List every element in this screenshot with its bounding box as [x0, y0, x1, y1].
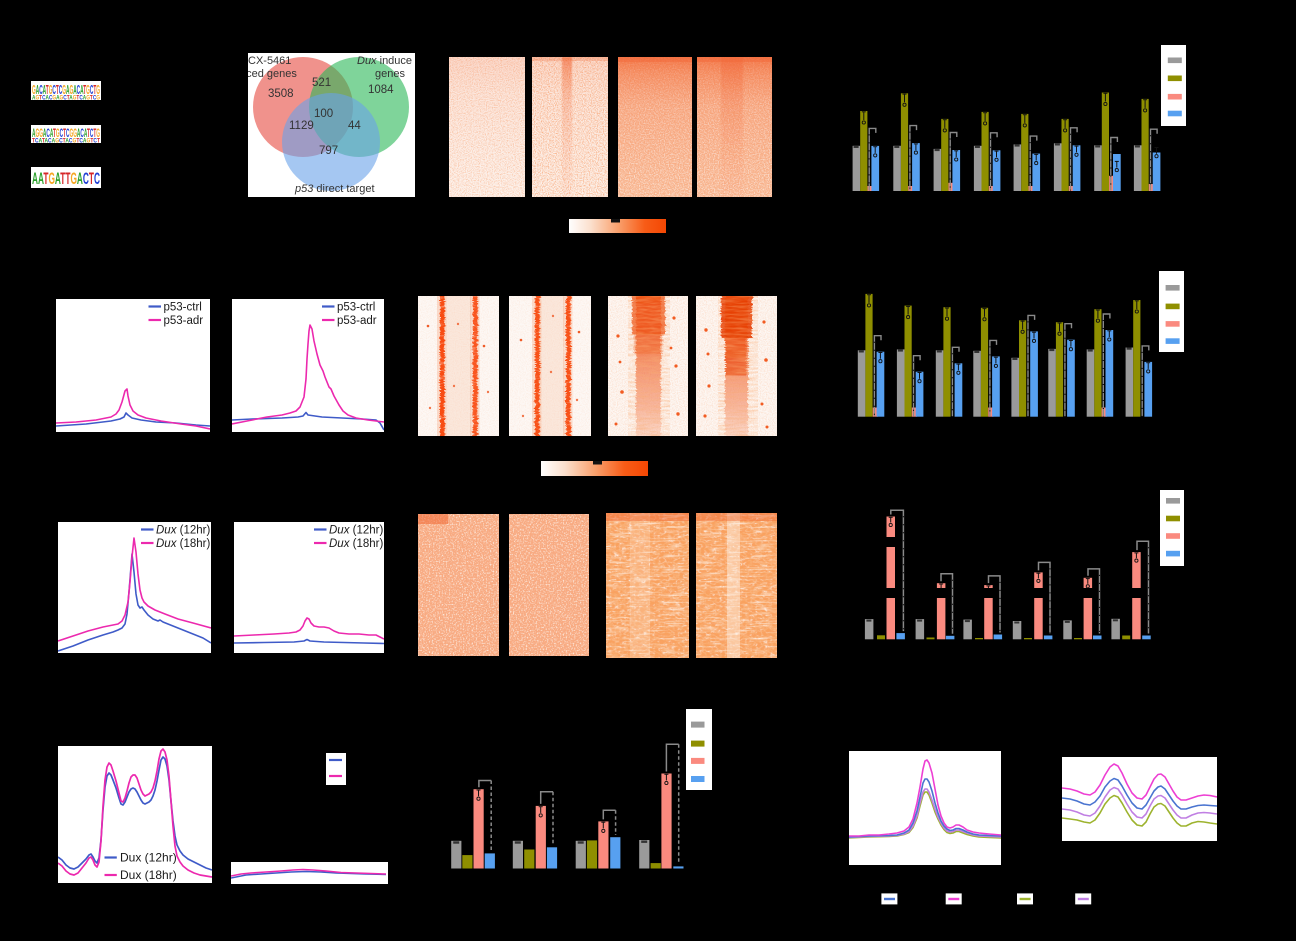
svg-text:44: 44	[348, 120, 361, 132]
svg-text:1084: 1084	[368, 84, 394, 96]
svg-text:genes: genes	[375, 68, 405, 80]
svg-text:100: 100	[314, 108, 333, 120]
svg-text:p53-ctrl: p53-ctrl	[164, 302, 202, 314]
svg-text:GACATGCTCGAGACATGCTG: GACATGCTCGAGACATGCTG	[32, 83, 100, 97]
svg-text:Dux (12hr): Dux (12hr)	[156, 525, 210, 537]
svg-text:Dux (18hr): Dux (18hr)	[120, 868, 177, 882]
svg-text:AGGACATGCTCGGACATCTG: AGGACATGCTCGGACATCTG	[32, 126, 100, 140]
svg-text:p53-adr: p53-adr	[164, 315, 204, 327]
svg-text:p53-ctrl: p53-ctrl	[337, 302, 375, 314]
svg-text:Dux (12hr): Dux (12hr)	[120, 851, 177, 865]
svg-text:uced genes: uced genes	[248, 68, 297, 80]
svg-text:p53-adr: p53-adr	[337, 315, 377, 327]
svg-text:797: 797	[319, 145, 338, 157]
svg-text:TCATACAGCTACGTCAGTCT: TCATACAGCTACGTCAGTCT	[32, 139, 100, 144]
svg-text:Dux (18hr): Dux (18hr)	[329, 538, 383, 550]
svg-text:CX-5461: CX-5461	[248, 55, 291, 67]
svg-text:AGTCACGAGCTAGTCAGTCG: AGTCACGAGCTAGTCAGTCG	[32, 96, 100, 101]
svg-text:3508: 3508	[268, 88, 294, 100]
svg-text:p53 direct target: p53 direct target	[294, 183, 375, 195]
svg-text:Dux (18hr): Dux (18hr)	[156, 538, 210, 550]
svg-text:521: 521	[312, 77, 331, 89]
svg-text:1129: 1129	[289, 120, 314, 132]
svg-text:Dux induce: Dux induce	[357, 55, 412, 67]
svg-text:Dux (12hr): Dux (12hr)	[329, 525, 383, 537]
